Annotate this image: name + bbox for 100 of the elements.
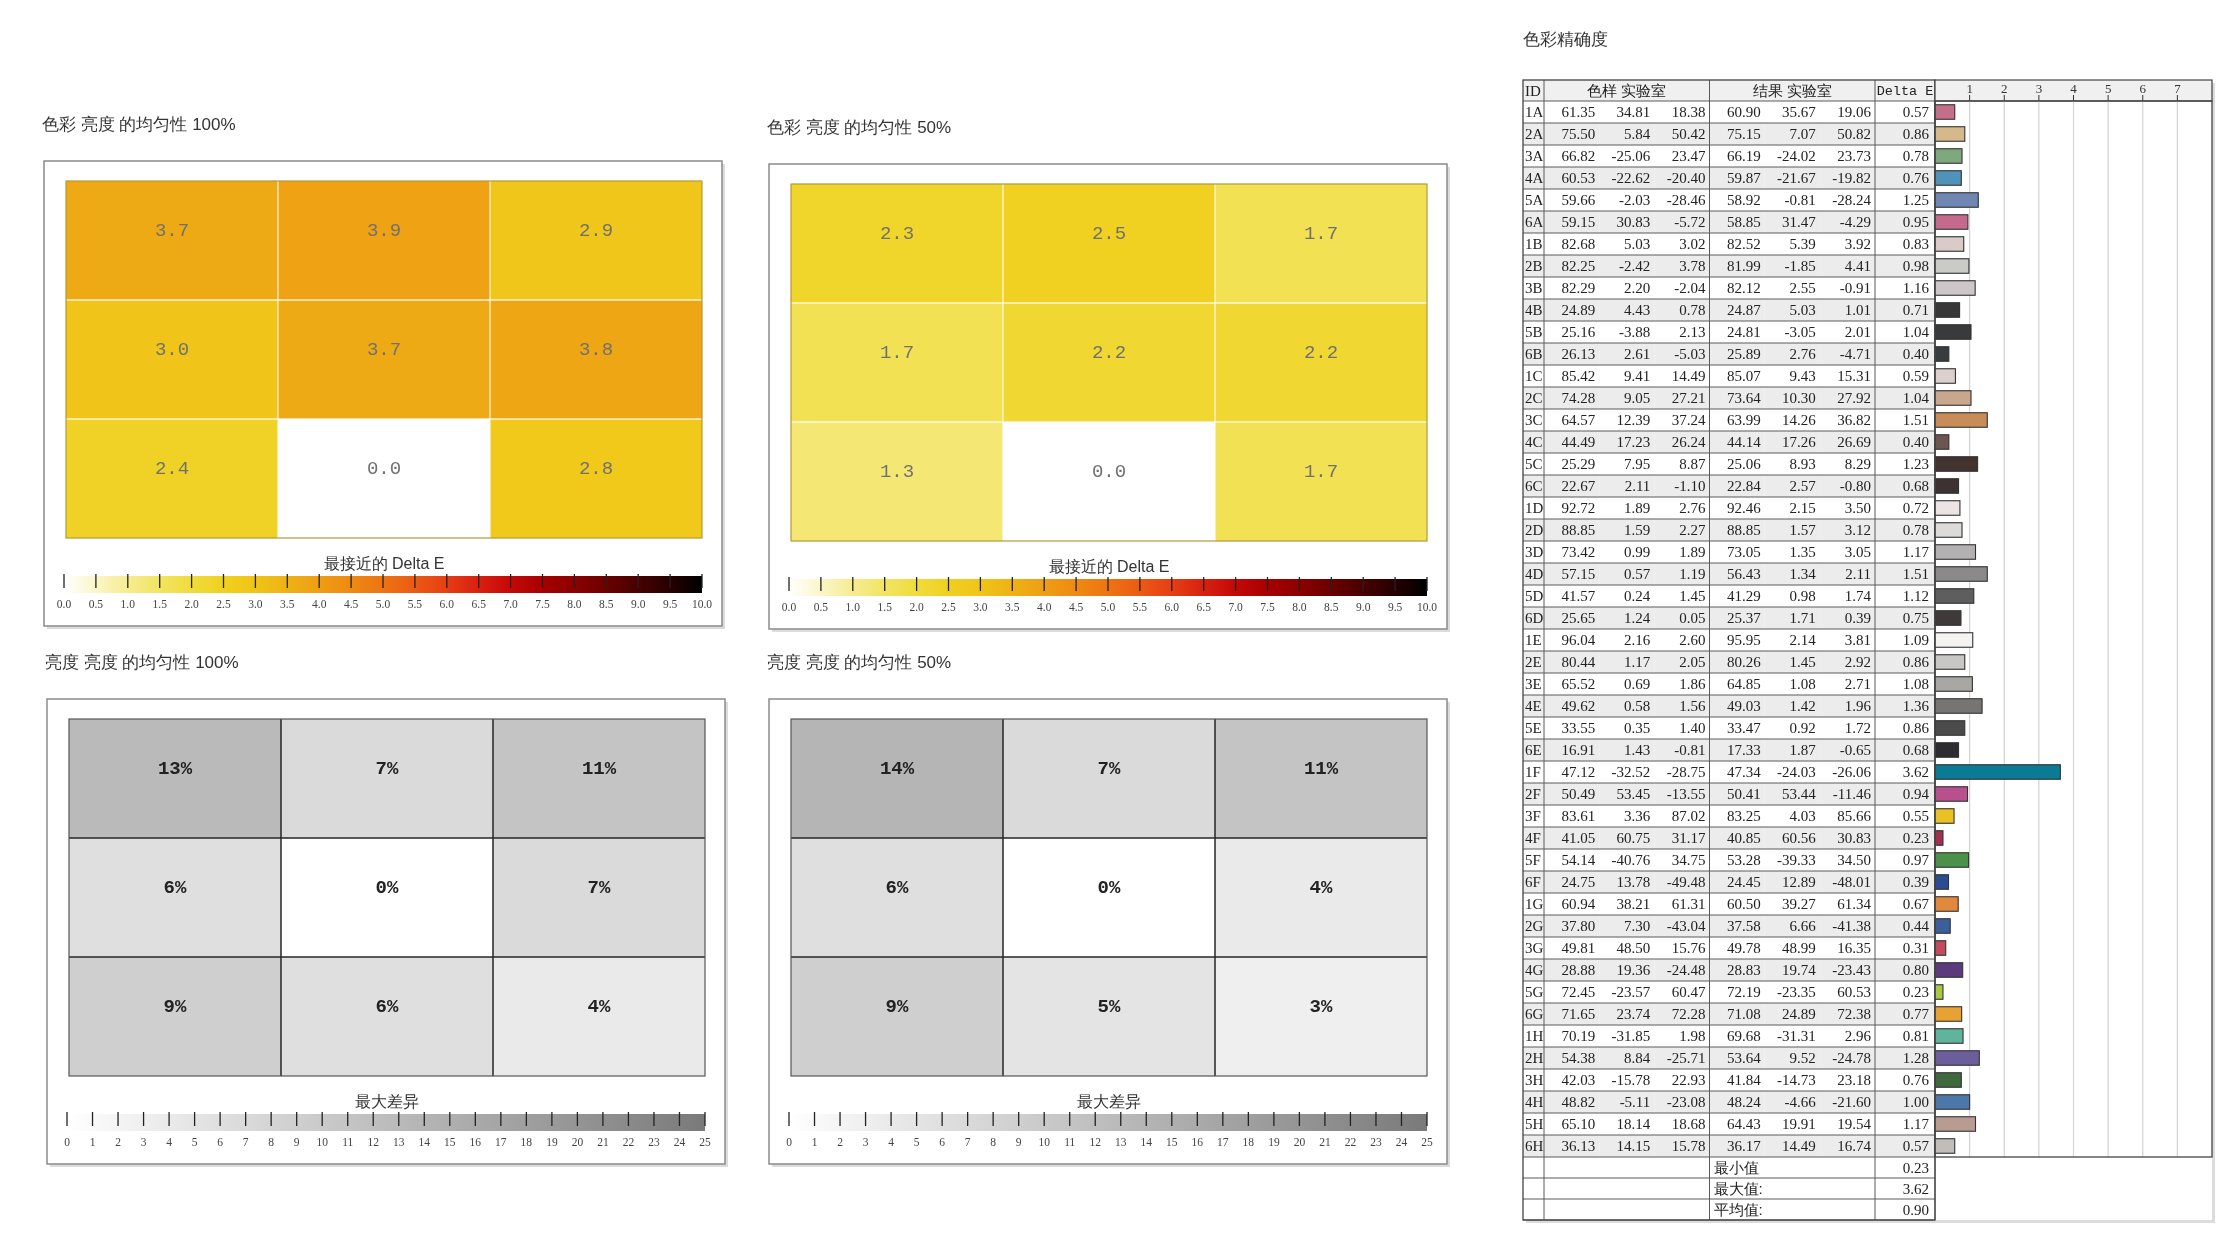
data-label: 0.97 — [1902, 852, 1930, 868]
data-label: 44.14 — [1726, 434, 1762, 450]
data-label: 37.24 — [1671, 412, 1706, 428]
y-tick-label: 3D — [1525, 544, 1544, 560]
data-label: 1.51 — [1902, 412, 1929, 428]
data-label: 4.43 — [1624, 302, 1651, 318]
data-label: 1.40 — [1679, 720, 1706, 736]
data-label: 3.9 — [366, 219, 402, 242]
data-label: 0.23 — [1902, 984, 1929, 1000]
data-label: 2.15 — [1789, 500, 1816, 516]
data-label: 22.84 — [1726, 478, 1762, 494]
y-axis-title: ID — [1525, 83, 1541, 99]
data-label: 92.46 — [1726, 500, 1762, 516]
data-label: 19.54 — [1837, 1116, 1872, 1132]
y-tick-label: 3C — [1525, 412, 1543, 428]
color-bar-label: 9.0 — [631, 598, 646, 610]
chart-title: 亮度 亮度 的均匀性 100% — [45, 653, 239, 672]
data-label: -49.48 — [1666, 874, 1706, 890]
data-label: 50.42 — [1671, 126, 1706, 142]
data-label: 1.08 — [1902, 676, 1929, 692]
data-label: 82.29 — [1561, 280, 1596, 296]
color-bar-label: 25 — [699, 1136, 711, 1148]
data-label: 15.78 — [1671, 1138, 1706, 1154]
data-label: 87.02 — [1671, 808, 1706, 824]
data-label: 9.52 — [1789, 1050, 1816, 1066]
data-label: 33.47 — [1726, 720, 1762, 736]
data-label: 60.53 — [1561, 170, 1596, 186]
data-label: 1.7 — [1303, 222, 1339, 245]
color-bar-label: 8.0 — [567, 598, 582, 610]
data-label: 2.13 — [1679, 324, 1706, 340]
color-bar-label: 9 — [1015, 1136, 1022, 1148]
data-label: 49.03 — [1726, 698, 1761, 714]
color-bar-label: 2.5 — [216, 598, 231, 610]
data-label: 0.94 — [1902, 786, 1930, 802]
data-label: -13.55 — [1666, 786, 1706, 802]
data-label: 18.68 — [1671, 1116, 1706, 1132]
data-label: -31.85 — [1611, 1028, 1651, 1044]
data-label: 39.27 — [1782, 896, 1817, 912]
data-label: 75.15 — [1726, 126, 1761, 142]
data-label: 96.04 — [1561, 632, 1596, 648]
data-label: 53.44 — [1782, 786, 1817, 802]
data-label: 1.89 — [1679, 544, 1706, 560]
text: 0.90 — [1902, 1201, 1929, 1218]
data-label: 28.88 — [1561, 962, 1596, 978]
data-label: 2.11 — [1845, 566, 1871, 582]
color-bar-label: 2.0 — [184, 598, 200, 610]
data-label: 14.15 — [1616, 1138, 1651, 1154]
data-label: 27.92 — [1837, 390, 1871, 406]
color-bar-label: 14 — [418, 1136, 431, 1148]
data-label: 44.49 — [1561, 434, 1596, 450]
data-label: 26.69 — [1837, 434, 1871, 450]
data-label: 9% — [163, 995, 187, 1018]
data-label: 0% — [375, 876, 399, 899]
data-label: -24.78 — [1832, 1050, 1871, 1066]
data-label: 37.58 — [1726, 918, 1761, 934]
y-tick-label: 1F — [1525, 764, 1541, 780]
data-label: 19.74 — [1782, 962, 1817, 978]
data-label: 61.34 — [1837, 896, 1872, 912]
data-label: 40.85 — [1726, 830, 1761, 846]
x-tick-label: 6 — [2139, 81, 2147, 96]
text: 0.23 — [1902, 1159, 1929, 1176]
data-label: 81.99 — [1726, 258, 1761, 274]
data-label: 17.33 — [1726, 742, 1761, 758]
color-bar-label: 20 — [1293, 1136, 1306, 1148]
data-label: 2.71 — [1844, 676, 1871, 692]
color-bar-label: 21 — [1319, 1136, 1331, 1148]
data-label: 64.43 — [1726, 1116, 1761, 1132]
color-bar-label: 6.5 — [1196, 601, 1212, 613]
data-label: 6% — [375, 995, 399, 1018]
data-label: 2.2 — [1303, 341, 1339, 364]
data-label: 1.04 — [1902, 390, 1930, 406]
color-bar-label: 17 — [495, 1136, 507, 1148]
data-label: 50.49 — [1561, 786, 1596, 802]
data-label: 0.78 — [1679, 302, 1706, 318]
color-bar-label: 8.0 — [1292, 601, 1307, 613]
data-label: 30.83 — [1837, 830, 1871, 846]
color-bar-label: 20 — [571, 1136, 584, 1148]
data-label: 57.15 — [1561, 566, 1596, 582]
color-bar-label: 0.5 — [813, 601, 829, 613]
data-label: 1.98 — [1679, 1028, 1706, 1044]
data-label: 15.31 — [1837, 368, 1871, 384]
data-label: 3.81 — [1844, 632, 1871, 648]
y-tick-label: 2B — [1525, 258, 1543, 274]
data-label: 7% — [375, 757, 399, 780]
data-label: 2.92 — [1844, 654, 1871, 670]
data-label: 7.30 — [1624, 918, 1651, 934]
color-bar-label: 17 — [1217, 1136, 1229, 1148]
data-label: -5.03 — [1674, 346, 1706, 362]
data-label: 2.55 — [1789, 280, 1816, 296]
data-label: -31.31 — [1777, 1028, 1816, 1044]
data-label: 82.12 — [1726, 280, 1761, 296]
data-label: 3.7 — [366, 338, 402, 361]
data-label: 5% — [1097, 995, 1121, 1018]
data-label: 1.23 — [1902, 456, 1929, 472]
data-label: 5.03 — [1789, 302, 1816, 318]
data-label: 0.58 — [1624, 698, 1651, 714]
data-label: 1.7 — [879, 341, 915, 364]
data-label: 66.82 — [1561, 148, 1596, 164]
data-label: 9.43 — [1789, 368, 1816, 384]
data-label: 2.96 — [1844, 1028, 1872, 1044]
